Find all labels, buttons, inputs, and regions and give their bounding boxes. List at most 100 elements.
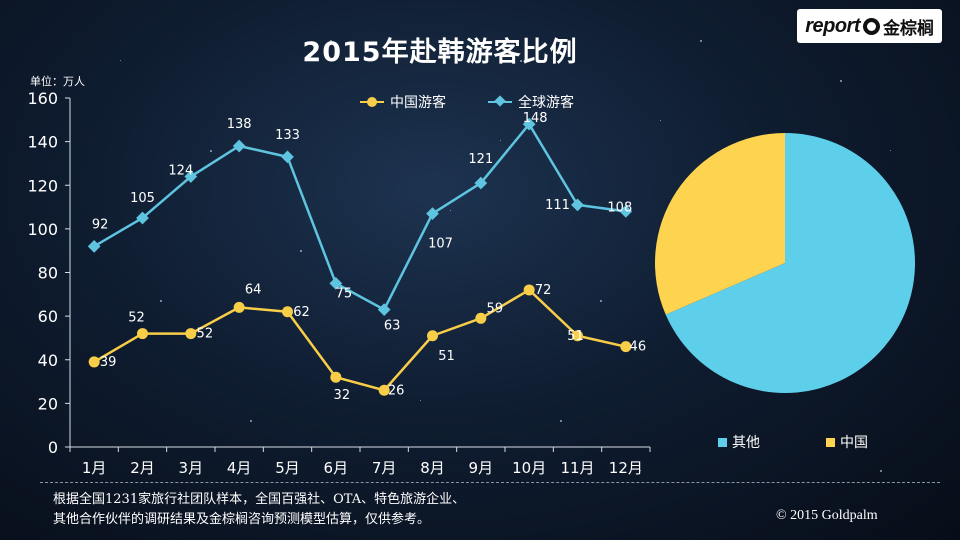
star-dot (890, 150, 891, 151)
y-tick-label: 160 (27, 89, 58, 108)
x-tick-label: 11月 (560, 459, 594, 477)
x-tick-label: 2月 (130, 459, 155, 477)
x-tick-label: 4月 (227, 459, 252, 477)
data-point-global (571, 198, 584, 212)
data-label-global: 107 (428, 237, 453, 252)
pie-legend-item-other: 其他 (718, 432, 760, 452)
footer-divider (40, 482, 940, 483)
pie-chart (655, 133, 915, 393)
star-dot (330, 40, 332, 42)
y-tick-label: 120 (27, 176, 58, 195)
data-point-china (282, 306, 293, 318)
data-point-global (232, 139, 246, 153)
y-tick-label: 100 (27, 220, 58, 239)
y-tick-label: 60 (38, 307, 58, 326)
data-label-global: 148 (523, 111, 548, 126)
data-point-global (377, 303, 391, 316)
star-dot (560, 420, 562, 422)
x-tick-label: 3月 (179, 459, 204, 477)
legend-item-global: 全球游客 (488, 92, 574, 112)
legend-item-china: 中国游客 (360, 92, 446, 112)
data-point-china (88, 356, 100, 368)
star-dot (420, 400, 421, 401)
copyright-text: © 2015 Goldpalm (776, 508, 878, 523)
x-tick-label: 7月 (372, 459, 397, 477)
pie-slice-china (655, 133, 785, 315)
star-dot (700, 40, 702, 42)
data-point-china (185, 328, 197, 340)
star-dot (640, 470, 641, 471)
data-label-china: 64 (245, 282, 262, 297)
data-point-china (572, 330, 583, 342)
pie-legend-label-china: 中国 (840, 435, 868, 451)
data-point-global (329, 277, 343, 290)
footnote-line-1: 根据全国1231家旅行社团队样本，全国百强社、OTA、特色旅游企业、 (53, 492, 466, 507)
data-label-china: 59 (487, 301, 504, 316)
line-chart-series: 39 52 52 64 62 32 26 51 59 72 51 46 92 105 124 138 133 75… (87, 111, 647, 403)
series-line-china (93, 288, 627, 392)
pie-chart-legend: 其他 中国 (718, 432, 868, 452)
data-label-china: 51 (438, 349, 455, 364)
data-label-china: 52 (128, 311, 145, 326)
goldpalm-logo: report 金棕榈 (797, 9, 942, 43)
chart-title: 2015年赴韩游客比例 (302, 37, 578, 68)
data-label-global: 133 (275, 128, 300, 143)
data-label-china: 72 (535, 283, 552, 298)
data-point-global (474, 176, 488, 190)
star-dot (520, 60, 522, 62)
data-label-china: 39 (100, 355, 117, 370)
legend-label-china: 中国游客 (390, 95, 446, 111)
data-point-china (427, 330, 438, 342)
source-footnote: 根据全国1231家旅行社团队样本，全国百强社、OTA、特色旅游企业、 其他合作伙… (53, 490, 465, 530)
y-tick-label: 80 (38, 264, 58, 283)
data-label-global: 121 (468, 152, 493, 167)
data-label-global: 111 (545, 198, 570, 213)
data-point-china (137, 328, 148, 340)
unit-label: 单位：万人 (30, 75, 85, 88)
data-label-global: 105 (130, 191, 155, 206)
data-point-china (620, 341, 632, 353)
line-chart-axes: 0 20 40 60 80 100 120 140 160 1月 2月 3月 4月 5月 6月 7月 8月 9月 1… (27, 89, 651, 477)
data-label-china: 51 (567, 329, 584, 344)
data-point-global (184, 170, 198, 183)
data-point-global (87, 239, 101, 253)
line-chart-legend: 中国游客 全球游客 (360, 92, 574, 112)
logo-mark-icon (863, 17, 880, 35)
legend-label-global: 全球游客 (518, 95, 574, 111)
data-label-china: 26 (388, 383, 405, 398)
x-tick-label: 9月 (469, 459, 494, 477)
x-tick-label: 12月 (609, 459, 643, 477)
x-tick-label: 5月 (275, 459, 300, 477)
y-tick-label: 40 (38, 351, 58, 370)
legend-swatch-china (360, 97, 384, 107)
star-dot (250, 420, 252, 422)
data-point-global (136, 211, 149, 225)
x-tick-label: 10月 (512, 459, 546, 477)
data-label-china: 52 (197, 327, 214, 342)
data-point-global (281, 150, 294, 164)
pie-legend-swatch-china (826, 437, 835, 447)
star-dot (120, 60, 121, 61)
data-label-china: 62 (293, 305, 310, 320)
star-dot (840, 80, 842, 82)
logo-text-cn: 金棕榈 (883, 18, 934, 38)
y-tick-label: 0 (48, 438, 58, 457)
star-dot (600, 300, 602, 302)
data-label-global: 75 (336, 286, 353, 301)
data-point-global (426, 207, 439, 220)
data-point-china (330, 371, 342, 383)
data-label-china: 46 (630, 340, 647, 355)
star-dot (300, 250, 302, 252)
data-point-china (378, 384, 390, 396)
data-label-global: 138 (227, 117, 252, 132)
series-line-global (93, 122, 627, 311)
data-label-global: 124 (168, 164, 193, 179)
star-dot (660, 120, 661, 121)
pie-slice-other (665, 133, 915, 393)
data-point-china (523, 284, 535, 296)
data-point-china (233, 301, 245, 313)
x-tick-label: 6月 (324, 459, 349, 477)
data-label-global: 92 (92, 217, 109, 232)
star-dot (880, 470, 882, 472)
